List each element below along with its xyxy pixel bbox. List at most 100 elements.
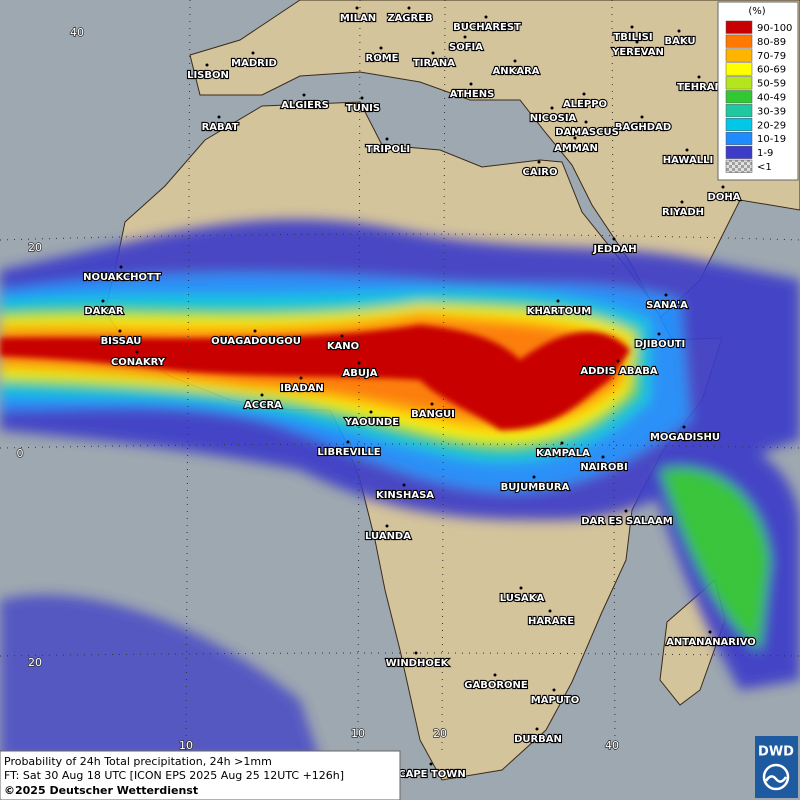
city-marker [299, 376, 303, 380]
legend-label: 60-69 [757, 65, 786, 76]
city-label: HAWALLI [663, 155, 713, 166]
legend-swatch [725, 48, 753, 62]
city-label: GABORONE [464, 680, 528, 691]
legend-swatch [725, 159, 753, 173]
city-marker [513, 59, 517, 63]
city-label: ALGIERS [281, 100, 329, 111]
city-label: DAMASCUS [555, 127, 619, 138]
city-label: BAKU [664, 36, 695, 47]
city-label: TBILISI [613, 32, 652, 43]
footer-line: Probability of 24h Total precipitation, … [4, 755, 272, 768]
city-marker [677, 29, 681, 33]
city-label: DAKAR [84, 306, 124, 317]
city-label: ADDIS ABABA [580, 366, 657, 377]
city-marker [573, 136, 577, 140]
city-label: KHARTOUM [527, 306, 592, 317]
city-marker [135, 350, 139, 354]
latitude-label: 20 [28, 241, 42, 254]
city-label: KINSHASA [376, 490, 434, 501]
city-marker [664, 293, 668, 297]
city-marker [721, 185, 725, 189]
latitude-label: 0 [17, 447, 24, 460]
city-marker [537, 160, 541, 164]
city-marker [532, 475, 536, 479]
city-label: ABUJA [343, 368, 378, 379]
footer: Probability of 24h Total precipitation, … [0, 750, 401, 800]
longitude-label: 20 [433, 727, 447, 740]
city-marker [535, 727, 539, 731]
latitude-label: 40 [70, 26, 84, 39]
city-label: DURBAN [514, 734, 562, 745]
legend-label: 90-100 [757, 23, 792, 34]
city-marker [414, 651, 418, 655]
city-marker [118, 329, 122, 333]
city-marker [519, 586, 523, 590]
logo-icon [764, 775, 788, 783]
city-marker [101, 299, 105, 303]
city-marker [697, 75, 701, 79]
longitude-label: 10 [179, 739, 193, 752]
city-label: DOHA [708, 192, 741, 203]
footer-line: FT: Sat 30 Aug 18 UTC [ICON EPS 2025 Aug… [4, 769, 344, 782]
city-marker [119, 265, 123, 269]
legend-unit: (%) [748, 6, 765, 17]
legend-label: <1 [757, 162, 772, 173]
legend-label: 80-89 [757, 37, 786, 48]
city-marker [407, 6, 411, 10]
legend-swatch [725, 104, 753, 118]
city-label: LUANDA [365, 531, 411, 542]
legend-swatch [725, 62, 753, 76]
city-marker [385, 524, 389, 528]
city-label: ANKARA [492, 66, 539, 77]
city-label: ACCRA [244, 400, 282, 411]
city-label: NAIROBI [580, 462, 627, 473]
logo-text: DWD [758, 745, 794, 760]
city-label: IBADAN [280, 383, 324, 394]
city-label: LISBON [187, 70, 229, 81]
city-label: MAPUTO [531, 695, 579, 706]
city-marker [379, 46, 383, 50]
city-label: KANO [327, 341, 359, 352]
city-label: JEDDAH [592, 244, 636, 255]
footer-box [0, 750, 401, 800]
city-label: AMMAN [554, 143, 598, 154]
city-marker [251, 51, 255, 55]
city-marker [429, 762, 433, 766]
city-label: NICOSIA [530, 113, 577, 124]
legend-label: 10-19 [757, 134, 786, 145]
city-label: BUCHAREST [453, 22, 521, 33]
city-label: ALEPPO [563, 99, 607, 110]
city-marker [355, 6, 359, 10]
city-marker [346, 440, 350, 444]
city-label: TRIPOLI [366, 144, 410, 155]
city-label: LIBREVILLE [317, 447, 380, 458]
city-label: CAPE TOWN [398, 769, 465, 780]
city-marker [635, 40, 639, 44]
city-label: ATHENS [450, 89, 495, 100]
legend-label: 70-79 [757, 51, 786, 62]
city-label: NOUAKCHOTT [83, 272, 161, 283]
city-marker [548, 609, 552, 613]
city-label: DJIBOUTI [635, 339, 686, 350]
city-marker [584, 120, 588, 124]
city-marker [560, 441, 564, 445]
city-label: CAIRO [523, 167, 558, 178]
longitude-label: 10 [351, 727, 365, 740]
city-marker [205, 63, 209, 67]
city-marker [360, 96, 364, 100]
city-marker [260, 393, 264, 397]
city-marker [657, 332, 661, 336]
city-marker [385, 137, 389, 141]
city-marker [469, 82, 473, 86]
legend-swatch [725, 76, 753, 90]
city-label: CONAKRY [111, 357, 166, 368]
city-marker [680, 200, 684, 204]
city-label: BUJUMBURA [501, 482, 570, 493]
city-labels: MILAN ZAGREB BUCHAREST TBILISI BAKU SOFIA YERE… [82, 6, 757, 781]
graticule-labels: 40 20 0 20 10 10 20 40 [16, 25, 620, 753]
city-label: YEREVAN [611, 47, 664, 58]
city-label: SANA'A [646, 300, 688, 311]
city-marker [357, 361, 361, 365]
dwd-logo: DWD [755, 736, 798, 798]
